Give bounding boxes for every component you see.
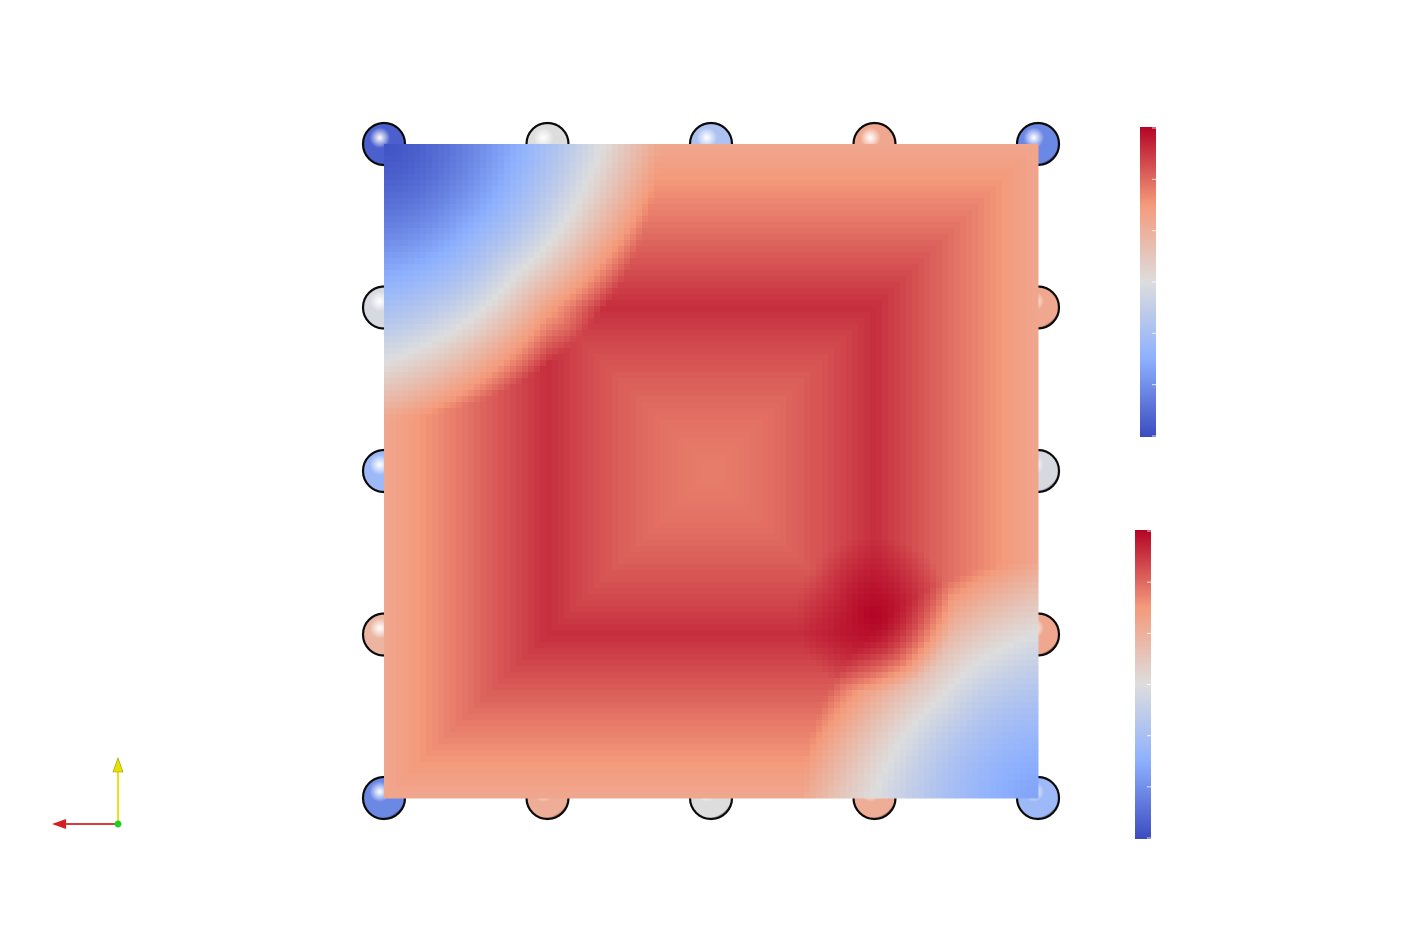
color-legend-upper — [1140, 127, 1156, 437]
y-axis-arrow-icon — [112, 757, 124, 773]
surface-mesh — [384, 144, 1039, 799]
z-axis-point-icon — [114, 820, 122, 828]
x-axis-arrow-icon — [52, 819, 66, 829]
legend-color-bar — [1140, 127, 1156, 437]
orientation-axes-widget[interactable] — [52, 757, 124, 829]
legend-color-bar — [1135, 530, 1151, 839]
color-legend-lower — [1135, 530, 1151, 839]
